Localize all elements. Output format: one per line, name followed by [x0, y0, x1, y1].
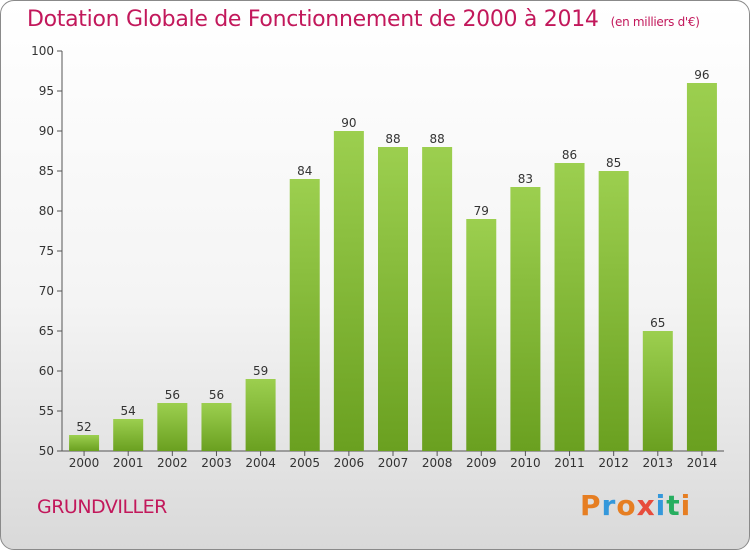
x-tick-label-2004: 2004: [245, 456, 276, 470]
y-tick-label: 70: [39, 284, 54, 298]
x-tick-label-2009: 2009: [466, 456, 497, 470]
x-tick-label-2005: 2005: [289, 456, 320, 470]
bar-2001: [113, 419, 144, 451]
x-tick-label-2007: 2007: [378, 456, 409, 470]
x-tick-label-2013: 2013: [643, 456, 674, 470]
logo-letter: P: [580, 489, 602, 522]
bar-2004: [245, 379, 276, 451]
value-label-2006: 90: [341, 116, 356, 130]
value-label-2014: 96: [694, 68, 709, 82]
y-tick-label: 50: [39, 444, 54, 458]
value-label-2000: 52: [76, 420, 91, 434]
bar-2012: [598, 171, 629, 451]
chart-title: Dotation Globale de Fonctionnement de 20…: [27, 7, 700, 32]
chart-unit: (en milliers d'€): [610, 15, 700, 29]
logo-letter: i: [680, 489, 692, 522]
commune-name: GRUNDVILLER: [37, 496, 167, 518]
value-label-2011: 86: [562, 148, 577, 162]
value-label-2008: 88: [429, 132, 444, 146]
logo-letter: i: [655, 489, 667, 522]
bar-2014: [686, 83, 717, 451]
y-tick-label: 100: [31, 44, 54, 58]
value-label-2004: 59: [253, 364, 268, 378]
value-label-2010: 83: [518, 172, 533, 186]
logo-letter: o: [616, 489, 637, 522]
y-tick-label: 85: [39, 164, 54, 178]
bar-2009: [466, 219, 497, 451]
bar-2002: [157, 403, 188, 451]
y-tick-label: 55: [39, 404, 54, 418]
y-tick-label: 90: [39, 124, 54, 138]
logo-letter: r: [601, 489, 617, 522]
x-tick-label-2001: 2001: [113, 456, 144, 470]
bar-2000: [69, 435, 100, 451]
value-label-2001: 54: [121, 404, 136, 418]
x-tick-label-2011: 2011: [554, 456, 585, 470]
bar-2006: [333, 131, 364, 451]
y-tick-label: 95: [39, 84, 54, 98]
x-tick-label-2000: 2000: [69, 456, 100, 470]
value-label-2002: 56: [165, 388, 180, 402]
bar-2011: [554, 163, 585, 451]
bar-2013: [642, 331, 673, 451]
bar-2010: [510, 187, 541, 451]
x-tick-label-2006: 2006: [334, 456, 365, 470]
y-tick-label: 65: [39, 324, 54, 338]
x-tick-label-2008: 2008: [422, 456, 453, 470]
bar-2003: [201, 403, 232, 451]
y-tick-label: 80: [39, 204, 54, 218]
logo-letter: t: [666, 489, 681, 522]
bar-2008: [422, 147, 453, 451]
value-label-2005: 84: [297, 164, 312, 178]
value-label-2003: 56: [209, 388, 224, 402]
x-tick-label-2012: 2012: [598, 456, 629, 470]
x-tick-label-2002: 2002: [157, 456, 188, 470]
x-tick-label-2003: 2003: [201, 456, 232, 470]
y-tick-label: 60: [39, 364, 54, 378]
value-label-2013: 65: [650, 316, 665, 330]
proxiti-logo: Proxiti: [580, 489, 691, 522]
x-tick-label-2014: 2014: [687, 456, 718, 470]
value-label-2012: 85: [606, 156, 621, 170]
bar-2005: [289, 179, 320, 451]
bar-2007: [378, 147, 408, 451]
value-label-2007: 88: [385, 132, 400, 146]
y-tick-label: 75: [39, 244, 54, 258]
value-label-2009: 79: [474, 204, 489, 218]
logo-letter: x: [636, 489, 656, 522]
chart-title-text: Dotation Globale de Fonctionnement de 20…: [27, 7, 599, 32]
x-tick-label-2010: 2010: [510, 456, 541, 470]
